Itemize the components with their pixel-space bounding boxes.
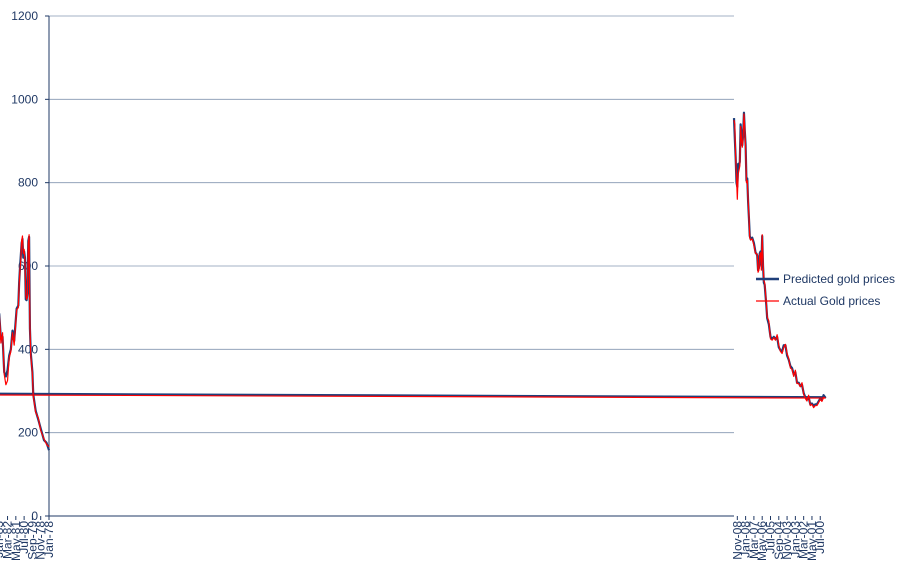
x-tick-label: Nov-78 [34,521,48,560]
x-tick-label: May-06 [755,521,769,561]
x-tick-label: May-01 [805,521,819,561]
x-tick-label: Sep-79 [25,521,39,560]
x-tick-label: Jul-00 [813,521,827,554]
legend-label: Actual Gold prices [783,294,880,308]
series-lines [0,111,827,451]
x-tick-label: May-81 [9,521,23,561]
x-tick-label: Jan-78 [42,521,56,558]
x-tick-label: Jul-80 [17,521,31,554]
series-line-predicted [0,111,827,451]
x-tick-label: Sep-04 [772,521,786,560]
x-tick-label: Jan-83 [0,521,6,558]
legend-label: Predicted gold prices [783,272,895,286]
y-tick-label: 1000 [11,92,38,106]
x-axis-ticks: Jan-78Nov-78Sep-79Jul-80May-81Mar-82Jan-… [0,516,827,561]
x-tick-label: Jul-05 [763,521,777,554]
y-tick-label: 400 [18,342,38,356]
y-tick-label: 1200 [11,9,38,23]
x-tick-label: Nov-03 [780,521,794,560]
x-tick-label: Mar-07 [747,521,761,559]
x-tick-label: Mar-82 [1,521,15,559]
y-tick-label: 0 [31,509,38,523]
legend: Predicted gold prices Actual Gold prices [756,272,895,308]
x-tick-label: Nov-08 [730,521,744,560]
x-tick-label: Jan-03 [788,521,802,558]
x-tick-label: Mar-02 [797,521,811,559]
series-line-actual [0,113,826,448]
y-tick-label: 200 [18,426,38,440]
x-tick-label: Jan-08 [739,521,753,558]
gridlines [49,15,734,434]
y-tick-label: 800 [18,176,38,190]
